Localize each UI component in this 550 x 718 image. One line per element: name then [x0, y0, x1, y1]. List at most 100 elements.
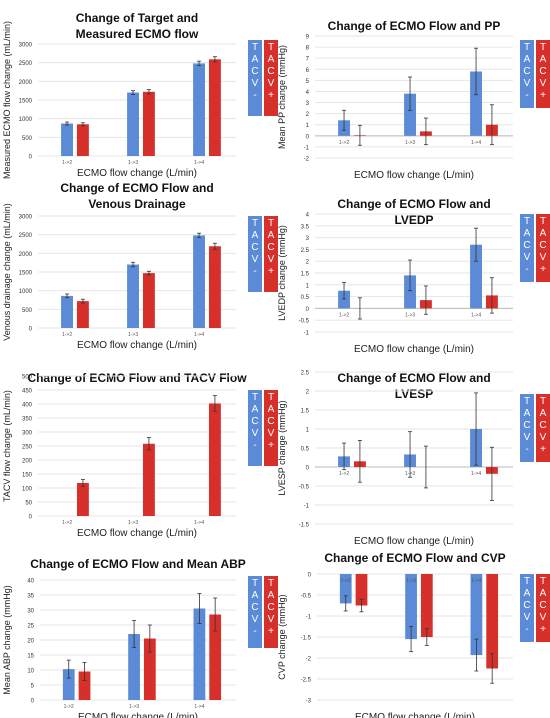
chart-title: Venous Drainage — [88, 197, 186, 211]
category-label: 1->3 — [129, 704, 139, 710]
bar — [470, 71, 482, 136]
legend-letter: C — [267, 416, 275, 427]
legend-letter: T — [251, 578, 259, 589]
y-tick-label: 200 — [22, 459, 33, 465]
category-label: 1->2 — [341, 578, 351, 584]
legend-letter: V — [523, 612, 531, 623]
bar — [209, 614, 222, 700]
category-label: 1->4 — [471, 312, 481, 318]
legend-letter: T — [539, 42, 547, 53]
y-tick-label: -3 — [306, 699, 312, 705]
bar — [61, 123, 73, 156]
legend-letter: A — [523, 408, 531, 419]
legend-tacv-plus: T A C V + — [536, 214, 550, 282]
legend-letter: T — [267, 578, 275, 589]
y-tick-label: 2000 — [19, 252, 33, 258]
category-label: 1->3 — [128, 520, 138, 526]
legend-letter: T — [523, 396, 531, 407]
legend-letter: V — [523, 78, 531, 89]
bar — [208, 59, 221, 156]
chart-pp: Change of ECMO Flow and PP -2 -1 0 1 2 3 4 5 6 7 8 9… — [275, 0, 550, 181]
legend-letter: V — [539, 612, 547, 623]
chart-title: Change of Target and — [76, 11, 198, 25]
legend-letter: C — [523, 66, 531, 77]
y-tick-label: 0 — [29, 327, 33, 333]
bar — [420, 574, 433, 637]
y-tick-label: 2000 — [19, 80, 33, 86]
legend-letter: C — [267, 602, 275, 613]
legend-letter: V — [539, 432, 547, 443]
legend-letter: C — [539, 240, 547, 251]
legend-letter: + — [540, 90, 546, 101]
category-label: 1->3 — [406, 578, 416, 584]
legend-letter: T — [251, 42, 259, 53]
legend-letter: V — [539, 252, 547, 263]
y-axis-label: LVEDP change (mmHg) — [277, 225, 287, 321]
legend-letter: T — [539, 216, 547, 227]
bar — [193, 608, 206, 700]
y-axis-label: Venous drainage change (mL/min) — [2, 203, 12, 341]
y-tick-label: 0 — [308, 573, 312, 579]
legend-letter: A — [267, 404, 275, 415]
category-label: 1->3 — [128, 160, 138, 166]
legend-letter: C — [267, 242, 275, 253]
y-tick-label: 2.5 — [301, 371, 310, 377]
bar — [128, 634, 140, 700]
legend-letter: T — [267, 42, 275, 53]
y-tick-label: 25 — [27, 624, 34, 630]
legend-letter: + — [268, 90, 274, 101]
legend-letter: C — [251, 416, 259, 427]
legend-letter: V — [267, 254, 275, 265]
y-tick-label: 1000 — [19, 117, 33, 123]
y-tick-label: 30 — [27, 609, 34, 615]
category-label: 1->4 — [471, 578, 481, 584]
legend-letter: + — [540, 624, 546, 635]
y-tick-label: 1 — [306, 283, 310, 289]
y-axis-label: Measured ECMO flow change (mL/min) — [2, 21, 12, 179]
x-axis-label: ECMO flow change (L/min) — [77, 340, 197, 351]
y-tick-label: 1 — [306, 123, 310, 129]
chart-cvp: Change of ECMO Flow and CVP -3 -2.5 -2 -1.5 -… — [275, 540, 550, 718]
y-tick-label: -2 — [306, 657, 312, 663]
y-tick-label: 400 — [22, 403, 33, 409]
y-tick-label: 0 — [306, 307, 310, 313]
legend-letter: V — [267, 614, 275, 625]
legend-letter: V — [251, 428, 259, 439]
category-label: 1->2 — [62, 332, 72, 338]
bar — [338, 290, 350, 309]
legend-letter: + — [540, 264, 546, 275]
legend-letter: - — [253, 626, 257, 637]
y-tick-label: 3000 — [19, 215, 33, 221]
y-tick-label: -1 — [304, 331, 310, 337]
category-label: 1->3 — [405, 312, 415, 318]
y-tick-label: 2 — [306, 390, 310, 396]
legend-letter: C — [539, 420, 547, 431]
bar — [486, 574, 499, 669]
legend-letter: A — [251, 590, 259, 601]
x-axis-label: ECMO flow change (L/min) — [77, 168, 197, 179]
y-tick-label: 0 — [29, 515, 33, 521]
legend-letter: V — [539, 78, 547, 89]
y-tick-label: 0 — [306, 134, 310, 140]
legend-letter: A — [251, 54, 259, 65]
bar — [404, 275, 416, 309]
y-tick-label: 150 — [22, 473, 33, 479]
chart-title: Change of ECMO Flow and CVP — [324, 551, 505, 565]
legend-letter: C — [267, 66, 275, 77]
y-tick-label: 0.5 — [301, 447, 310, 453]
chart-svg: Change of ECMO Flow and LVESP -1.5 -1 -0.5 0 0… — [277, 371, 513, 547]
bar — [62, 669, 75, 700]
y-tick-label: 100 — [22, 487, 33, 493]
chart-title: Change of ECMO Flow and — [337, 197, 490, 211]
chart-svg: Change of ECMO Flow and CVP -3 -2.5 -2 -1.5 -… — [277, 551, 513, 718]
y-tick-label: -0.5 — [299, 319, 310, 325]
y-tick-label: 500 — [22, 308, 33, 314]
y-tick-label: 0.5 — [301, 295, 310, 301]
legend-letter: A — [539, 54, 547, 65]
legend-letter: A — [539, 408, 547, 419]
y-tick-label: -1.5 — [299, 523, 310, 529]
legend-letter: A — [251, 230, 259, 241]
category-label: 1->2 — [62, 520, 72, 526]
y-tick-label: 2 — [306, 112, 310, 118]
